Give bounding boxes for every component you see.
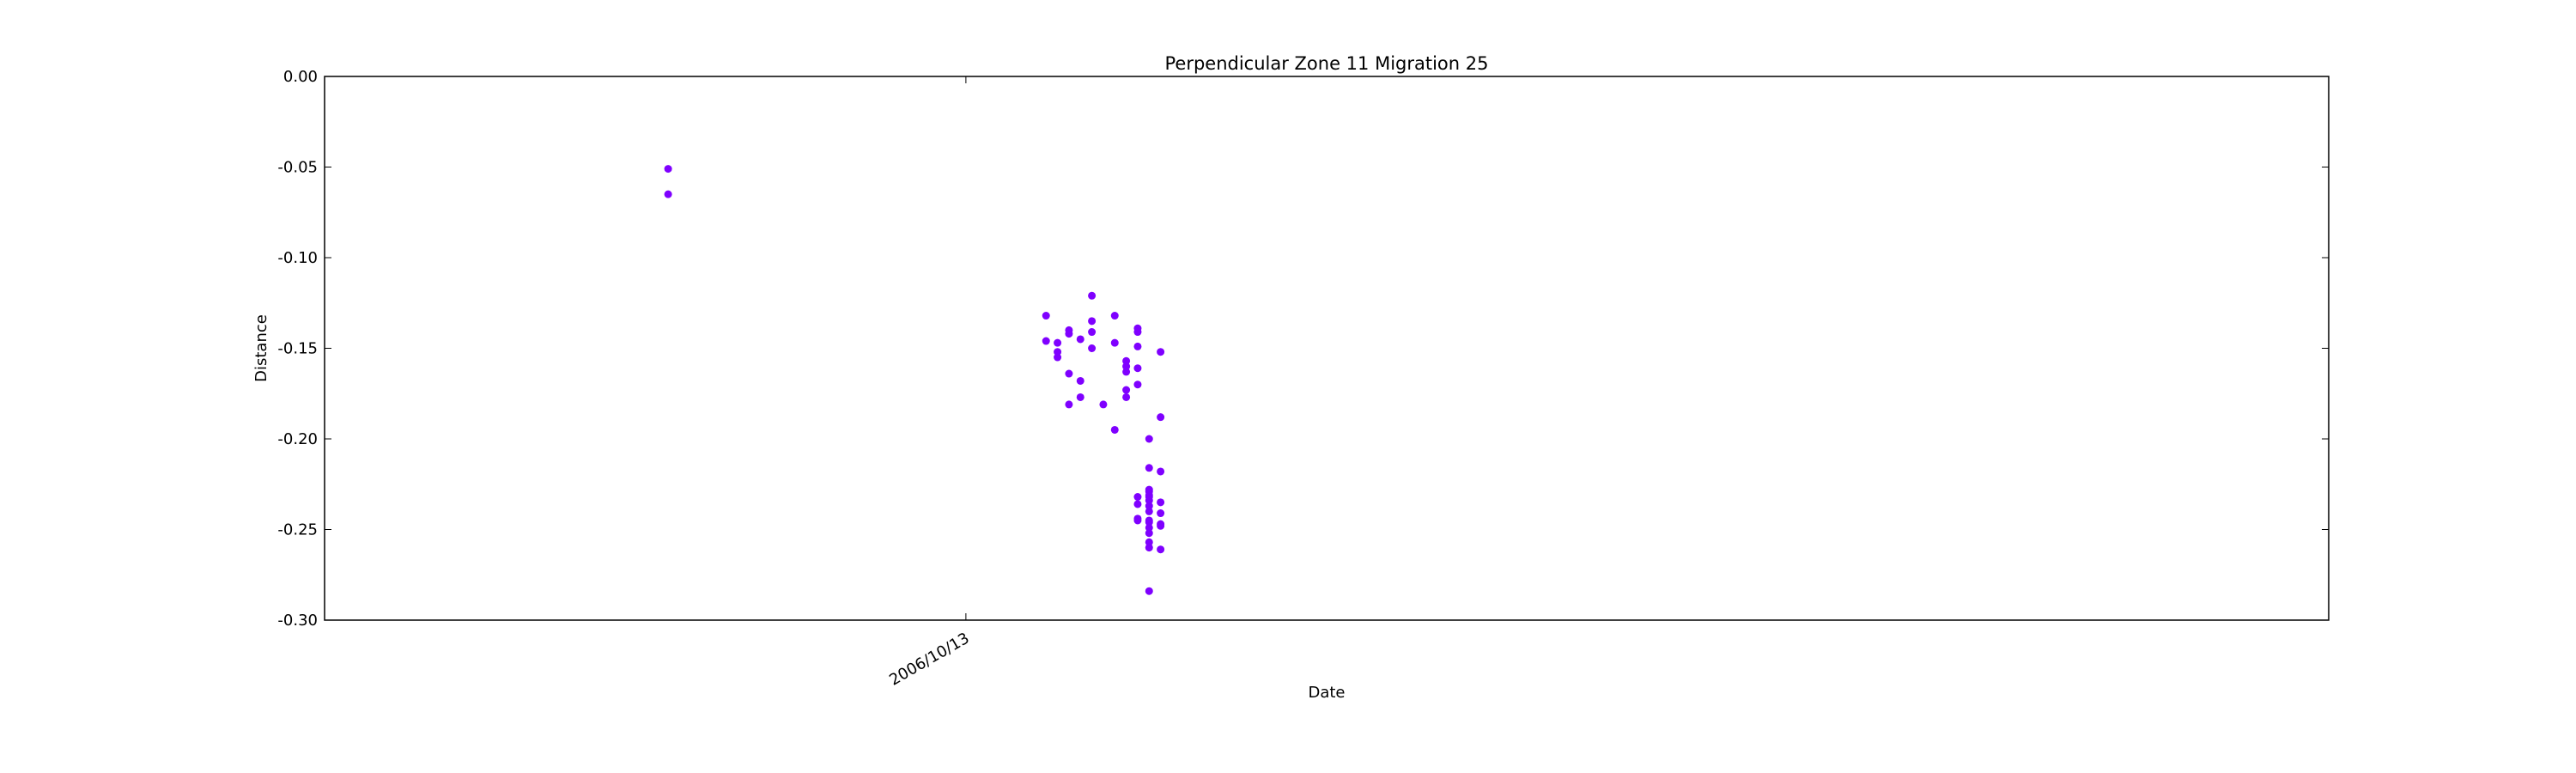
y-tick-label: -0.05 (277, 159, 318, 177)
data-point (1145, 544, 1153, 552)
y-axis: 0.00 -0.05 -0.10 -0.15 -0.20 -0.25 -0.30 (277, 68, 2329, 630)
y-tick-label: 0.00 (283, 68, 318, 86)
data-point (1110, 312, 1119, 320)
data-point (1076, 393, 1084, 401)
data-point (1145, 523, 1153, 532)
data-point (1157, 498, 1165, 507)
data-point (1145, 435, 1153, 443)
data-point (1133, 324, 1142, 332)
data-point (1088, 291, 1097, 300)
data-point (1088, 317, 1097, 326)
data-point (1133, 500, 1142, 508)
data-point (1042, 312, 1050, 320)
data-point (1042, 337, 1050, 345)
data-point (1099, 400, 1108, 409)
data-point (1157, 348, 1165, 356)
y-tick-label: -0.20 (277, 430, 318, 448)
data-point (1133, 342, 1142, 350)
x-axis-label: Date (1308, 684, 1345, 702)
y-tick-label: -0.30 (277, 612, 318, 630)
data-point (1145, 464, 1153, 472)
x-axis: 2006/10/13 (886, 76, 973, 690)
data-point (1110, 425, 1119, 434)
x-tick-label: 2006/10/13 (886, 630, 972, 690)
data-point (1110, 338, 1119, 347)
data-point (1157, 520, 1165, 528)
data-point (1088, 344, 1097, 352)
data-point (1054, 348, 1062, 356)
data-point (1122, 386, 1131, 394)
data-point (1065, 326, 1073, 334)
data-point (1054, 353, 1062, 362)
y-tick-label: -0.10 (277, 249, 318, 267)
chart-title: Perpendicular Zone 11 Migration 25 (1164, 53, 1488, 74)
data-point (1065, 400, 1073, 409)
data-point (1145, 493, 1153, 502)
data-point (1076, 335, 1084, 344)
plot-area (324, 76, 2330, 621)
data-point (1122, 356, 1131, 365)
data-point (1122, 368, 1131, 376)
data-point (1133, 364, 1142, 373)
data-point (664, 165, 672, 173)
data-point (1157, 413, 1165, 422)
data-point (1133, 514, 1142, 523)
data-point (1054, 338, 1062, 347)
y-axis-label: Distance (252, 314, 270, 382)
data-point (1088, 328, 1097, 337)
data-point (1145, 507, 1153, 515)
data-point (1157, 509, 1165, 518)
data-point (1145, 502, 1153, 510)
data-point (1065, 369, 1073, 378)
data-point (1133, 493, 1142, 502)
data-point (1145, 485, 1153, 494)
data-point (1145, 516, 1153, 525)
y-tick-label: -0.15 (277, 340, 318, 358)
data-point (1145, 587, 1153, 595)
data-point (1145, 529, 1153, 538)
data-point (1122, 393, 1131, 401)
data-point (1145, 538, 1153, 546)
data-points (664, 165, 1165, 595)
data-point (1122, 362, 1131, 371)
data-point (664, 190, 672, 198)
data-point (1157, 467, 1165, 476)
data-point (1157, 545, 1165, 554)
data-point (1133, 380, 1142, 389)
y-tick-label: -0.25 (277, 521, 318, 539)
data-point (1076, 376, 1084, 385)
